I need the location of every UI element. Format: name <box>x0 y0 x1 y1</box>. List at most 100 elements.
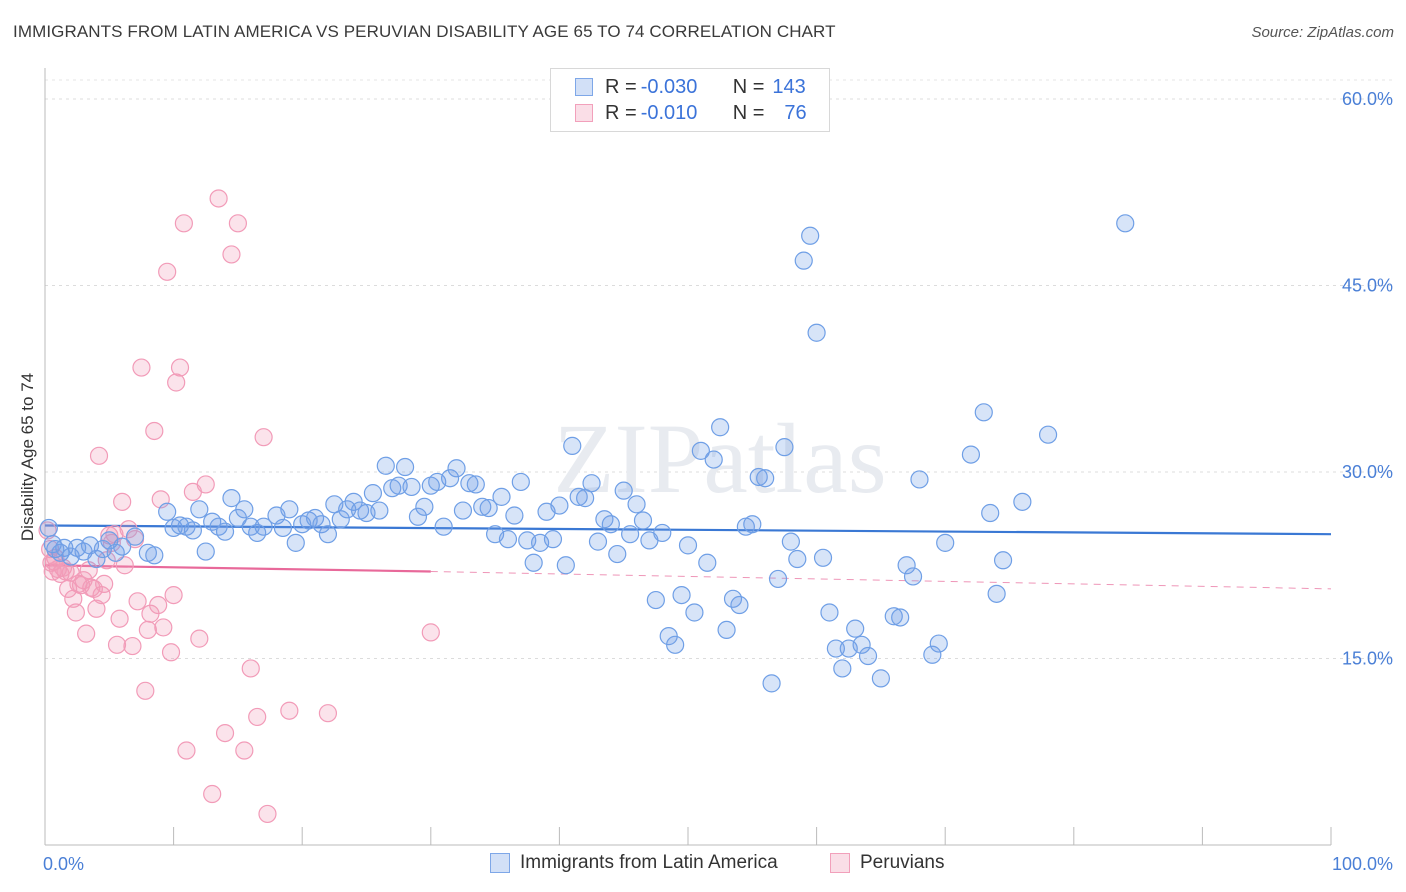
peruvians-point <box>248 707 267 727</box>
latin-america-point <box>145 546 164 565</box>
latin-america-point <box>376 456 395 475</box>
bottom-legend-peruvians: Peruvians <box>830 852 945 874</box>
y-tick-label: 45.0% <box>1342 276 1393 296</box>
latin-america-point <box>550 496 569 515</box>
latin-america-point <box>936 533 955 552</box>
latin-america-point <box>813 548 833 567</box>
peruvians-point <box>145 421 164 441</box>
latin-america-point <box>633 511 653 530</box>
y-tick-label: 60.0% <box>1342 89 1393 109</box>
latin-america-point <box>730 595 749 615</box>
latin-america-point <box>280 500 299 519</box>
latin-america-point <box>685 603 704 622</box>
latin-america-point <box>646 590 665 610</box>
latin-america-point <box>479 498 498 518</box>
latin-america-point <box>826 639 845 658</box>
peruvians-point <box>167 373 186 392</box>
peruvians-point <box>123 636 142 656</box>
latin-america-point <box>698 553 717 572</box>
latin-america-point <box>190 500 209 519</box>
legend-swatch-blue <box>575 78 593 96</box>
peruvians-point <box>254 428 273 447</box>
latin-america-point <box>222 489 241 508</box>
bottom-legend-swatch-pink <box>830 853 850 873</box>
latin-america-point <box>781 532 800 551</box>
latin-america-point <box>363 484 383 503</box>
peruvians-point <box>158 262 177 281</box>
latin-america-points <box>39 214 1135 693</box>
chart-title: IMMIGRANTS FROM LATIN AMERICA VS PERUVIA… <box>13 22 836 41</box>
peruvians-point <box>113 492 132 511</box>
peruvians-point <box>241 659 260 678</box>
latin-america-point <box>331 510 350 529</box>
bottom-legend-swatch-blue <box>490 853 510 873</box>
latin-america-point <box>762 674 781 693</box>
latin-america-point <box>524 553 543 572</box>
latin-america-point <box>910 470 929 489</box>
peruvians-point <box>196 475 215 494</box>
bottom-legend-label: Peruvians <box>860 852 945 873</box>
legend-n-label: N = <box>732 75 765 98</box>
latin-america-point <box>961 445 981 464</box>
latin-america-point <box>39 518 58 538</box>
y-tick-label: 30.0% <box>1342 462 1393 482</box>
latin-america-point <box>466 475 485 494</box>
peruvians-point <box>66 603 85 622</box>
peruvians-point <box>77 624 96 643</box>
peruvians-point <box>203 784 222 804</box>
peruvians-trend-line <box>44 564 431 573</box>
peruvians-point <box>89 446 109 465</box>
x-tick-label: 0.0% <box>43 854 84 874</box>
latin-america-point <box>993 551 1013 570</box>
peruvians-point <box>138 620 157 640</box>
latin-america-point <box>794 251 813 270</box>
latin-america-point <box>749 467 768 487</box>
peruvians-point <box>222 245 241 264</box>
latin-america-point <box>511 472 530 492</box>
latin-america-point <box>543 530 563 549</box>
peruvians-point <box>161 643 181 662</box>
latin-america-point <box>903 567 923 586</box>
latin-america-point <box>672 585 691 605</box>
latin-america-point <box>981 503 1000 523</box>
latin-america-point <box>987 584 1006 603</box>
peruvians-point <box>190 629 209 648</box>
latin-america-point <box>897 556 916 575</box>
latin-america-point <box>569 487 588 506</box>
latin-america-point <box>395 457 415 477</box>
peruvians-point <box>228 214 247 233</box>
axes <box>44 68 1332 846</box>
latin-america-point <box>473 497 492 516</box>
latin-america-point <box>492 487 511 506</box>
peruvians-point <box>92 585 111 605</box>
latin-america-point <box>929 634 948 653</box>
latin-america-point <box>113 537 132 556</box>
latin-america-point <box>833 659 852 678</box>
latin-america-point <box>434 517 453 536</box>
latin-america-point <box>215 522 235 541</box>
legend-r-label: R = <box>605 101 637 124</box>
latin-america-point <box>871 669 891 688</box>
y-axis-label: Disability Age 65 to 74 <box>18 373 37 541</box>
latin-america-point <box>756 469 775 488</box>
peruvians-point <box>258 804 277 824</box>
source-label: Source: ZipAtlas.com <box>1251 24 1394 41</box>
latin-america-point <box>614 481 633 500</box>
x-tick-label: 100.0% <box>1332 854 1393 874</box>
legend-n-label: N = <box>732 101 765 124</box>
latin-america-point <box>460 474 479 493</box>
latin-america-point <box>87 549 106 569</box>
latin-america-point <box>891 608 910 627</box>
latin-america-point <box>440 469 460 488</box>
legend-row-pink: R = -0.010 N = 76 <box>575 101 807 125</box>
latin-america-point <box>743 515 762 534</box>
latin-america-point <box>370 501 389 520</box>
latin-america-point <box>235 500 254 519</box>
latin-america-point <box>678 536 698 555</box>
latin-america-point <box>582 474 601 493</box>
latin-america-point <box>820 603 839 622</box>
peruvians-point <box>87 599 106 618</box>
latin-america-point <box>415 497 434 516</box>
latin-america-point <box>775 438 794 457</box>
